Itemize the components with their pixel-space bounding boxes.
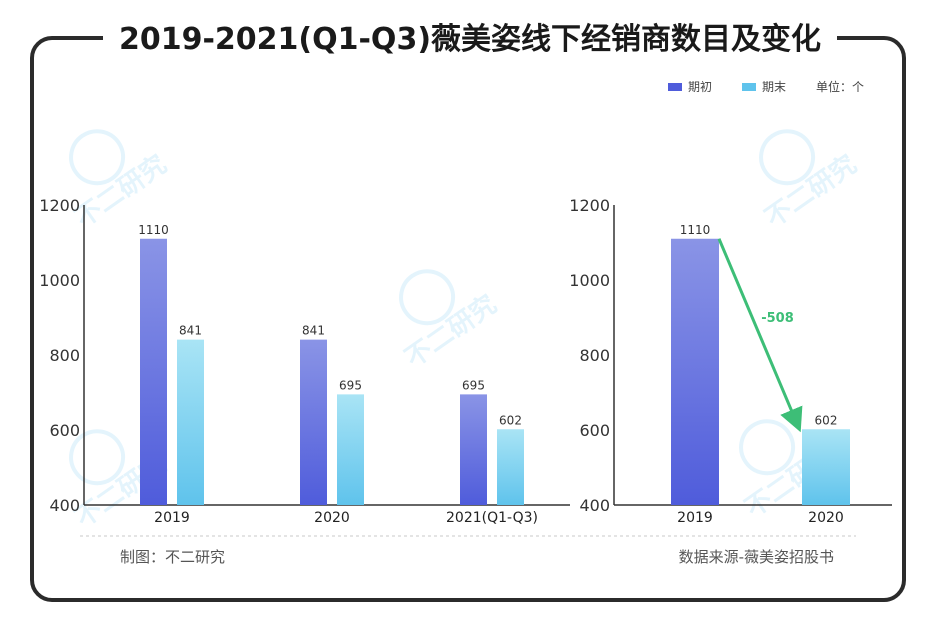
- x-tick-label: 2020: [314, 510, 350, 526]
- data-label: 695: [462, 378, 485, 392]
- watermark-logo: 不二研究: [399, 269, 502, 374]
- bar-end: [337, 394, 364, 505]
- y-tick-label: 400: [579, 496, 610, 515]
- legend-swatch-end: [742, 82, 757, 91]
- x-tick-label: 2020: [808, 510, 844, 526]
- y-tick-label: 800: [49, 346, 80, 365]
- data-label: 841: [302, 324, 325, 338]
- footer-right: 数据来源-薇美姿招股书: [678, 548, 834, 566]
- right-chart: 400 600 800 1000 1200 2019 1110 2020 602 -508: [569, 196, 892, 526]
- unit-label: 单位：个: [816, 80, 865, 94]
- y-tick-label: 1200: [569, 196, 610, 215]
- legend-label-start: 期初: [688, 80, 713, 94]
- bar-start: [300, 339, 327, 505]
- y-tick-label: 1000: [569, 271, 610, 290]
- x-tick-label: 2021(Q1-Q3): [446, 510, 538, 526]
- legend-label-end: 期末: [762, 80, 787, 94]
- footer-left: 制图：不二研究: [120, 548, 226, 566]
- x-tick-label: 2019: [154, 510, 190, 526]
- watermark-logo: 不二研究: [759, 129, 862, 234]
- legend-swatch-start: [668, 82, 682, 91]
- data-label: 841: [179, 324, 202, 338]
- y-tick-label: 1200: [39, 196, 80, 215]
- data-label: 695: [339, 378, 362, 392]
- change-annotation: -508: [761, 311, 794, 326]
- data-label: 602: [815, 413, 838, 427]
- y-tick-label: 800: [579, 346, 610, 365]
- bar-end: [177, 339, 204, 505]
- y-tick-label: 1000: [39, 271, 80, 290]
- bar-end: [802, 429, 850, 505]
- y-tick-label: 600: [579, 421, 610, 440]
- legend: 期初 期末 单位：个: [668, 78, 864, 95]
- data-label: 1110: [680, 223, 711, 237]
- y-tick-label: 600: [49, 421, 80, 440]
- bar-start: [140, 238, 167, 505]
- x-tick-label: 2019: [677, 510, 713, 526]
- left-chart: 400 600 800 1000 1200 2019 1110 841 2020 841 695 20…: [39, 196, 570, 526]
- data-label: 602: [499, 413, 522, 427]
- bar-end: [497, 429, 524, 505]
- bar-start: [460, 394, 487, 505]
- bar-start: [671, 238, 719, 505]
- data-label: 1110: [138, 223, 169, 237]
- y-tick-label: 400: [49, 496, 80, 515]
- change-arrow: [717, 238, 803, 433]
